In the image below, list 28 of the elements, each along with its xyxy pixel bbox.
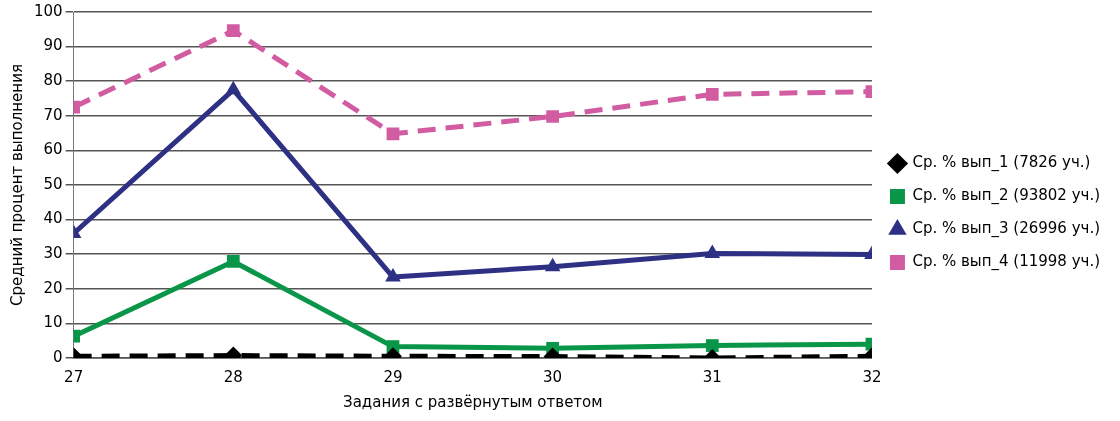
point [546,110,559,123]
legend-label: Ср. % вып_1 (7826 уч.) [912,153,1091,173]
y-tick-label: 20 [43,278,63,297]
y-axis-title: Средний процент выполнения [7,64,26,306]
legend-label: Ср. % вып_3 (26996 уч.) [912,219,1101,239]
y-tick-label: 50 [43,174,63,193]
y-tick-label: 80 [43,71,63,90]
legend-label: Ср. % вып_2 (93802 уч.) [912,186,1101,206]
x-tick-label: 29 [383,367,403,386]
y-tick-label: 10 [43,313,63,332]
legend-label: Ср. % вып_4 (11998 уч.) [912,252,1101,272]
y-tick-label: 70 [43,105,63,124]
y-tick-label: 90 [43,36,63,55]
point [544,257,561,272]
x-axis-title: Задания с развёрнутым ответом [343,392,603,411]
x-tick-label: 31 [702,367,722,386]
point [385,268,401,282]
y-tick-label: 100 [33,1,63,20]
point [386,127,400,141]
y-tick-label: 0 [53,347,63,366]
x-tick-label: 27 [64,367,84,386]
x-tick-label: 30 [543,367,563,386]
y-tick-label: 30 [43,244,63,263]
x-tick-label: 32 [862,367,882,386]
y-tick-label: 60 [43,140,63,159]
x-tick-label: 28 [223,367,243,386]
point [705,87,719,101]
y-tick-label: 40 [43,209,63,228]
